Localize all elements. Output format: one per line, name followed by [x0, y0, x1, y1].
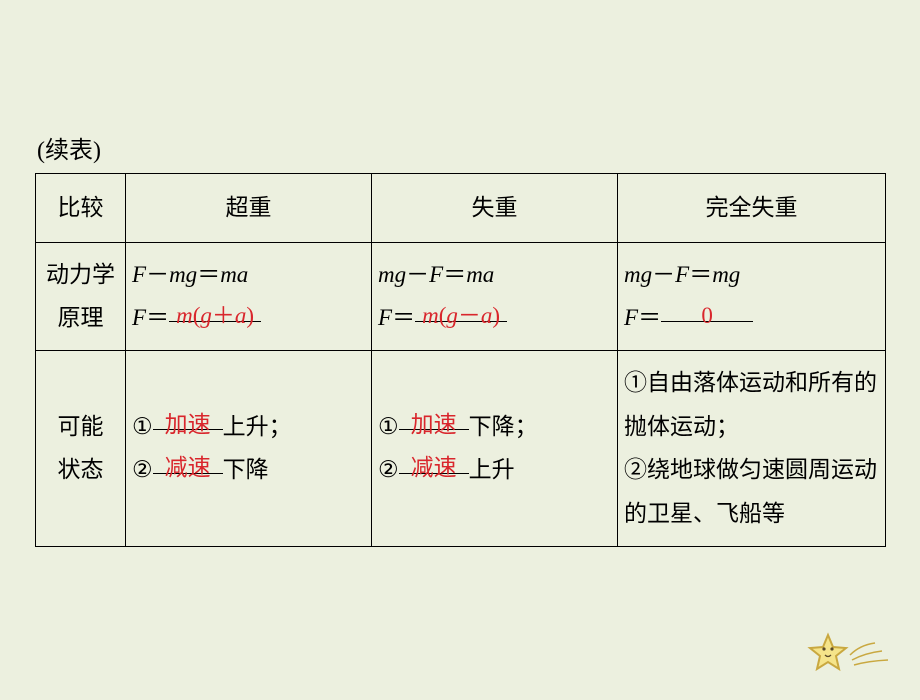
num-3: ①	[378, 413, 399, 439]
dynamics-row: 动力学 原理 F－mg＝ma F＝m(g＋a) mg－F＝ma F＝m(g－a)…	[36, 242, 886, 350]
page-content: (续表) 比较 超重 失重 完全失重 动力学 原理 F－mg＝ma F＝m(g＋…	[0, 0, 920, 547]
num-2: ②	[132, 456, 153, 482]
continue-label: (续表)	[35, 130, 885, 165]
header-weightless: 失重	[372, 174, 618, 243]
states-label-1: 可能	[58, 414, 104, 439]
suffix-fall-2: 下降；	[469, 414, 538, 439]
satellite-text: ②绕地球做匀速圆周运动的卫星、飞船等	[624, 457, 877, 526]
star-decoration-icon	[800, 615, 900, 685]
suffix-rise: 上升；	[223, 414, 292, 439]
states-label-2: 状态	[58, 457, 104, 482]
fill-zero: 0	[701, 303, 713, 328]
dynamics-label: 动力学 原理	[36, 242, 126, 350]
header-comparison: 比较	[36, 174, 126, 243]
states-complete-weightless: ①自由落体运动和所有的抛体运动； ②绕地球做匀速圆周运动的卫星、飞船等	[618, 351, 886, 547]
states-overweight: ① 加速上升； ② 减速下降	[126, 351, 372, 547]
suffix-rise-2: 上升	[469, 457, 515, 482]
states-row: 可能 状态 ①加速上升； ②减速下降 ①加速下降； ②减速上升 ①自由落体运动和…	[36, 351, 886, 547]
states-label: 可能 状态	[36, 351, 126, 547]
num-1: ①	[132, 413, 153, 439]
comparison-table: 比较 超重 失重 完全失重 动力学 原理 F－mg＝ma F＝m(g＋a) mg…	[35, 173, 886, 547]
dynamics-weightless: mg－F＝ma F＝m(g－a)	[372, 242, 618, 350]
header-overweight: 超重	[126, 174, 372, 243]
dynamics-complete-weightless: mg－F＝mg F＝0	[618, 242, 886, 350]
fill-accel-1: 加速	[165, 412, 211, 437]
freefall-text: ①自由落体运动和所有的抛体运动；	[624, 370, 877, 439]
states-weightless: ① 加速下降； ② 减速上升	[372, 351, 618, 547]
fill-accel-2: 加速	[411, 412, 457, 437]
dynamics-label-2: 原理	[58, 305, 104, 330]
header-complete-weightless: 完全失重	[618, 174, 886, 243]
suffix-fall: 下降	[223, 457, 269, 482]
fill-decel-2: 减速	[411, 455, 457, 480]
dynamics-overweight: F－mg＝ma F＝m(g＋a)	[126, 242, 372, 350]
fill-decel-1: 减速	[165, 455, 211, 480]
dynamics-label-1: 动力学	[46, 262, 115, 287]
num-4: ②	[378, 456, 399, 482]
header-row: 比较 超重 失重 完全失重	[36, 174, 886, 243]
